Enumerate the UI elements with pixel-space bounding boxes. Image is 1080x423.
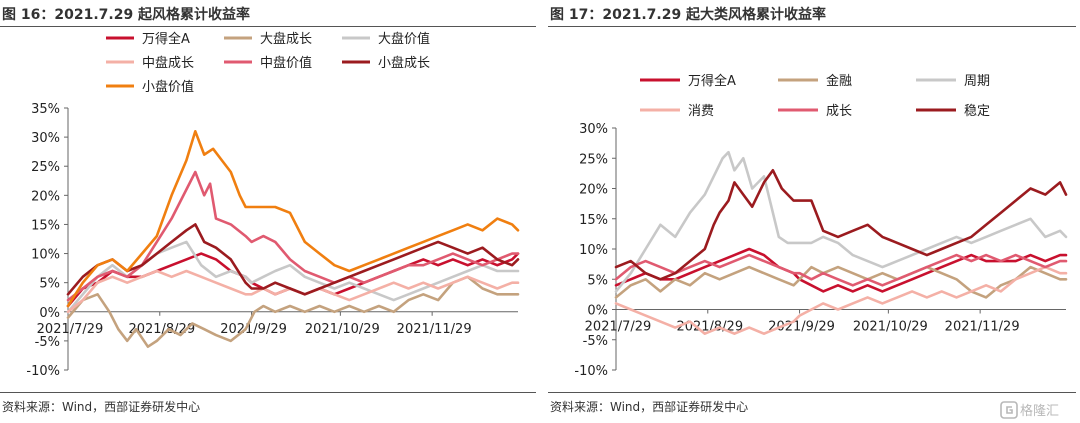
right-chart-panel: 图 17：2021.7.29 起大类风格累计收益率 30% 25% 20% 15% 10…: [548, 0, 1080, 423]
x-tick-label: 2021/9/29: [768, 320, 835, 335]
x-tick-label: 2021/10/29: [305, 322, 380, 337]
y-tick-label: -10%: [574, 364, 608, 379]
watermark-logo-mark: [1006, 406, 1013, 414]
y-tick-label: 30%: [579, 122, 608, 137]
x-tick-label: 2021/9/29: [220, 322, 287, 337]
series-line-6: [614, 169, 1068, 281]
watermark-logo-icon: [1000, 401, 1018, 419]
legend-label: 中盘价值: [260, 55, 312, 71]
legend-label: 万得全A: [142, 31, 190, 47]
y-tick-label: 0%: [587, 304, 608, 319]
right-source-rule: [548, 392, 1076, 393]
series-line-2: [614, 265, 1068, 299]
legend-label: 消费: [688, 104, 714, 119]
y-tick-label: 30%: [31, 131, 60, 146]
y-tick-label: 25%: [579, 152, 608, 167]
x-tick-label: 2021/7/29: [585, 320, 652, 335]
y-tick-label: 10%: [31, 248, 60, 263]
series-line-1: [614, 247, 1068, 293]
watermark-text: 格隆汇: [1020, 403, 1059, 419]
left-line-chart: 35% 30% 25% 20% 15% 10% 5% 0% -5% -10% 2021/7/29 20…: [26, 31, 520, 379]
right-title-rule: [548, 26, 1076, 27]
series-line-4: [614, 265, 1068, 335]
series-line-3: [614, 150, 1068, 293]
y-tick-label: 20%: [579, 183, 608, 198]
y-tick-label: 10%: [579, 243, 608, 258]
series-line-2: [66, 275, 520, 348]
series-line-5: [614, 253, 1068, 287]
y-tick-label: -10%: [26, 364, 60, 379]
y-tick-label: 35%: [31, 102, 60, 117]
left-source-note: 资料来源：Wind，西部证券研发中心: [2, 400, 201, 414]
y-tick-label: 25%: [31, 160, 60, 175]
series-line-6: [66, 223, 520, 296]
x-tick-label: 2021/7/29: [37, 322, 104, 337]
y-tick-label: 5%: [39, 277, 60, 292]
left-chart-panel: 图 16：2021.7.29 起风格累计收益率 35% 30% 25% 20% 15% 1…: [0, 7, 536, 414]
y-tick-label: 15%: [31, 218, 60, 233]
left-title-rule: [0, 26, 536, 27]
series-line-7: [66, 130, 520, 308]
y-tick-label: 15%: [579, 213, 608, 228]
left-chart-title: 图 16：2021.7.29 起风格累计收益率: [2, 7, 251, 23]
x-tick-label: 2021/11/29: [945, 320, 1020, 335]
watermark-logo: 格隆汇: [1000, 401, 1059, 419]
right-line-chart: 30% 25% 20% 15% 10% 5% 0% -5% -10% 2021/7/29 2021/…: [574, 73, 1068, 379]
y-tick-label: 0%: [39, 306, 60, 321]
legend-label: 金融: [826, 73, 852, 89]
y-tick-label: -5%: [35, 335, 60, 350]
left-source-rule: [0, 392, 536, 393]
y-tick-label: 20%: [31, 189, 60, 204]
legend-label: 大盘价值: [378, 31, 430, 47]
legend-label: 万得全A: [688, 73, 736, 89]
series-line-5: [66, 170, 520, 302]
legend-label: 周期: [964, 74, 990, 89]
legend-label: 稳定: [964, 103, 990, 119]
y-tick-label: -5%: [583, 334, 608, 349]
legend-label: 成长: [826, 104, 852, 119]
legend-label: 小盘成长: [378, 55, 430, 71]
legend-label: 大盘成长: [260, 31, 312, 47]
legend-label: 小盘价值: [142, 79, 194, 95]
right-chart-title: 图 17：2021.7.29 起大类风格累计收益率: [550, 7, 827, 23]
x-tick-label: 2021/11/29: [397, 322, 472, 337]
right-source-note: 资料来源：Wind，西部证券研发中心: [550, 400, 749, 414]
y-tick-label: 5%: [587, 273, 608, 288]
legend-label: 中盘成长: [142, 55, 194, 71]
x-tick-label: 2021/10/29: [853, 320, 928, 335]
